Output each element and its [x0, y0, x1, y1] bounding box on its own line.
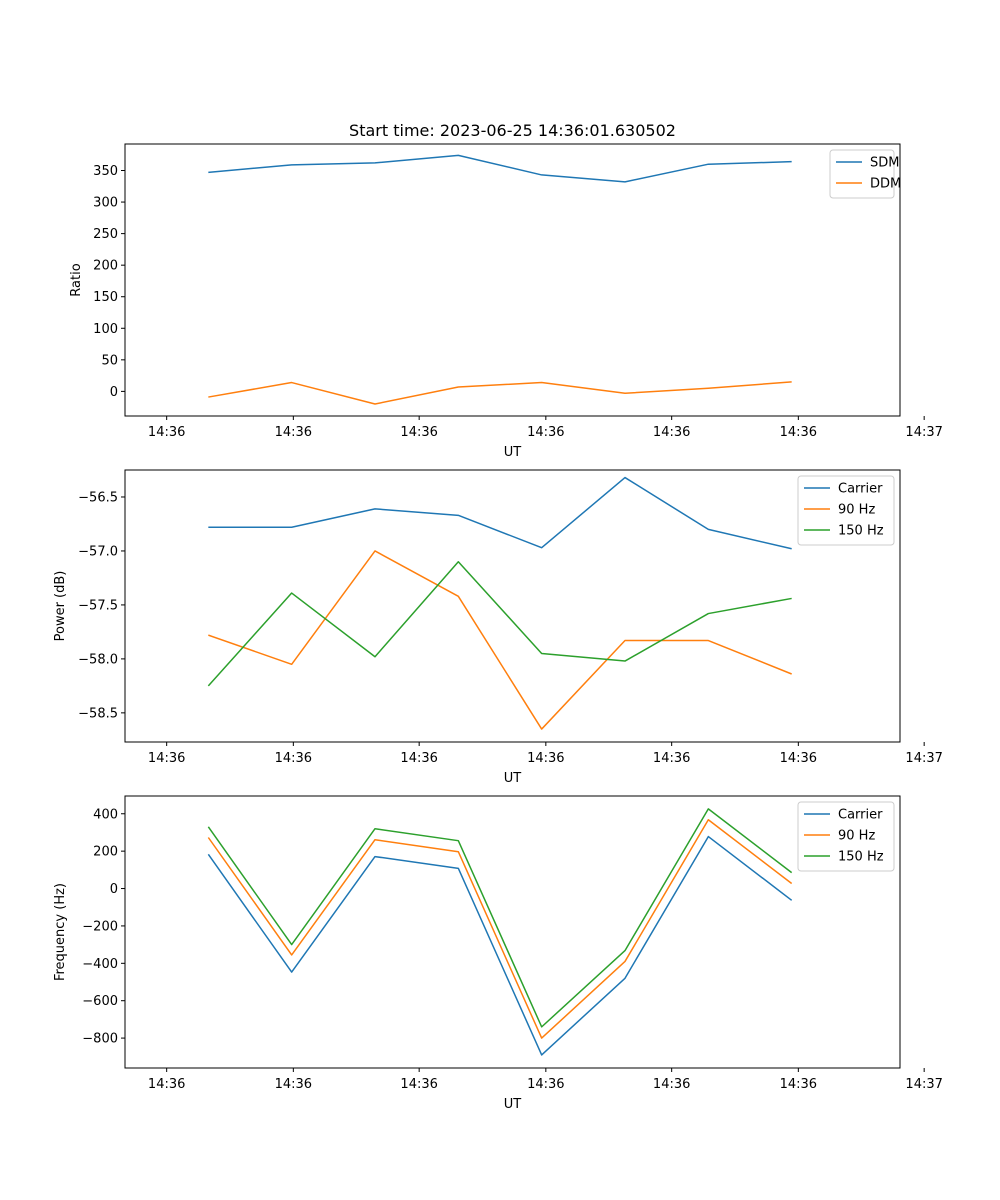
- y-tick-label: 150: [93, 290, 118, 305]
- legend-box: [797, 475, 895, 546]
- series-line-carrier: [208, 476, 792, 550]
- y-axis-label: Power (dB): [53, 571, 68, 642]
- x-tick-label: 14:36: [275, 751, 312, 766]
- x-tick-label: 14:36: [400, 751, 437, 766]
- axes-frame: [124, 469, 901, 743]
- y-tick-label: −57.5: [78, 598, 118, 613]
- chart-1: Start time: 2023-06-25 14:36:01.630502 14…: [69, 121, 943, 460]
- y-tick-label: 200: [93, 259, 118, 274]
- x-tick-label: 14:36: [653, 425, 690, 440]
- y-tick-label: −800: [82, 1032, 118, 1047]
- legend-label: 90 Hz: [838, 503, 875, 518]
- legend-label: Carrier: [838, 808, 883, 823]
- legend: Carrier 90 Hz 150 Hz: [797, 801, 895, 872]
- x-axis-label: UT: [504, 445, 522, 460]
- legend-label: Carrier: [838, 482, 883, 497]
- x-tick-label: 14:36: [527, 751, 564, 766]
- y-tick-label: −58.0: [78, 652, 118, 667]
- x-tick-label: 14:36: [400, 425, 437, 440]
- x-tick-label: 14:36: [148, 425, 185, 440]
- legend: Carrier 90 Hz 150 Hz: [797, 475, 895, 546]
- x-tick-label: 14:36: [653, 1077, 690, 1092]
- x-tick-label: 14:37: [905, 1077, 942, 1092]
- y-tick-label: −200: [82, 919, 118, 934]
- series-line-ddm: [208, 381, 792, 405]
- legend-box: [797, 801, 895, 872]
- x-tick-label: 14:36: [653, 751, 690, 766]
- x-axis-label: UT: [504, 771, 522, 786]
- series-line-90-hz: [208, 550, 792, 730]
- y-axis-label: Frequency (Hz): [53, 883, 68, 981]
- chart-3: 14:36 14:36 14:36 14:36 14:36 14:36 14:37 −800 −…: [53, 795, 943, 1112]
- y-tick-label: 0: [110, 385, 118, 400]
- series-line-carrier: [207, 835, 793, 1056]
- y-tick-label: 200: [93, 845, 118, 860]
- y-tick-label: 0: [110, 882, 118, 897]
- y-tick-label: 50: [101, 353, 118, 368]
- series-line-150-hz: [207, 808, 793, 1028]
- x-tick-label: 14:36: [148, 751, 185, 766]
- legend-label: SDM: [870, 156, 899, 171]
- x-tick-label: 14:36: [780, 751, 817, 766]
- y-tick-label: 300: [93, 196, 118, 211]
- x-tick-label: 14:36: [780, 425, 817, 440]
- legend-label: DDM: [870, 177, 901, 192]
- x-tick-label: 14:36: [400, 1077, 437, 1092]
- y-tick-label: 350: [93, 164, 118, 179]
- legend: SDM DDM: [829, 149, 901, 199]
- x-tick-label: 14:36: [148, 1077, 185, 1092]
- series-line-150-hz: [207, 561, 792, 687]
- x-axis-label: UT: [504, 1097, 522, 1112]
- x-tick-label: 14:37: [905, 751, 942, 766]
- y-axis-label: Ratio: [69, 263, 84, 296]
- y-tick-label: 250: [93, 227, 118, 242]
- x-tick-label: 14:36: [275, 1077, 312, 1092]
- y-tick-label: −56.5: [78, 490, 118, 505]
- x-tick-label: 14:36: [275, 425, 312, 440]
- x-tick-label: 14:36: [527, 1077, 564, 1092]
- y-tick-label: −400: [82, 957, 118, 972]
- axes-frame: [124, 795, 901, 1069]
- y-tick-label: 400: [93, 807, 118, 822]
- legend-label: 90 Hz: [838, 829, 875, 844]
- x-tick-label: 14:37: [905, 425, 942, 440]
- x-tick-label: 14:36: [527, 425, 564, 440]
- y-tick-label: −57.0: [78, 544, 118, 559]
- legend-label: 150 Hz: [838, 850, 884, 865]
- series-line-90-hz: [207, 818, 793, 1039]
- y-tick-label: 100: [93, 322, 118, 337]
- chart-2: 14:36 14:36 14:36 14:36 14:36 14:36 14:37 −58.5…: [53, 469, 943, 786]
- chart-title: Start time: 2023-06-25 14:36:01.630502: [349, 121, 676, 140]
- series-line-sdm: [208, 154, 792, 183]
- x-tick-label: 14:36: [780, 1077, 817, 1092]
- y-tick-label: −600: [82, 994, 118, 1009]
- y-tick-label: −58.5: [78, 706, 118, 721]
- axes-frame: [124, 143, 901, 417]
- legend-label: 150 Hz: [838, 524, 884, 539]
